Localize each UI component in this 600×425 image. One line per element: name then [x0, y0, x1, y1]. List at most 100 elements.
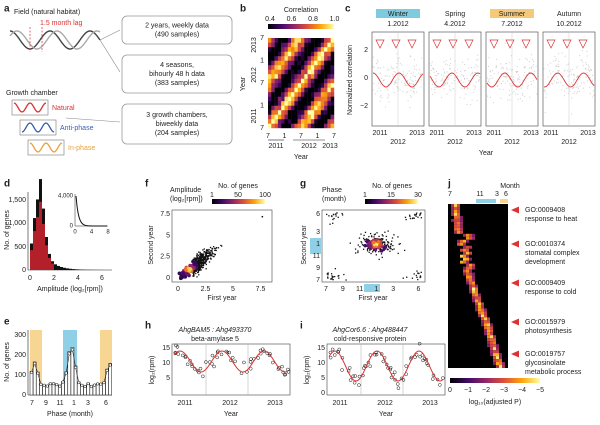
label: 200: [14, 352, 26, 359]
point: [230, 355, 235, 360]
point: [495, 65, 497, 67]
point: [586, 55, 588, 57]
point: [199, 260, 201, 262]
point: [404, 83, 406, 85]
point: [521, 92, 523, 94]
point: [572, 87, 574, 89]
heatmap-cell: [307, 123, 312, 129]
heatmap-cell: [294, 87, 298, 93]
heatmap-cell: [287, 78, 292, 84]
heatmap-cell: [284, 51, 288, 57]
point: [491, 77, 493, 79]
point: [408, 82, 411, 84]
point: [340, 368, 344, 372]
point: [530, 80, 532, 83]
point: [487, 80, 489, 82]
point: [522, 46, 524, 49]
heatmap-cell: [287, 56, 292, 61]
label: response to heat: [525, 216, 577, 223]
point: [205, 251, 208, 253]
point: [385, 239, 388, 241]
heatmap-cell: [484, 323, 487, 327]
heatmap-cell: [310, 47, 315, 52]
heatmap-cell: [287, 51, 292, 57]
point: [544, 111, 546, 114]
heatmap-cell: [324, 69, 328, 75]
point: [543, 90, 545, 92]
heatmap-cell: [294, 92, 298, 97]
label: 2012: [561, 139, 577, 146]
point: [580, 82, 582, 84]
heatmap-cell: [324, 87, 328, 93]
point: [369, 249, 371, 251]
point: [449, 58, 452, 60]
heatmap-cell: [310, 65, 315, 70]
point: [476, 100, 478, 102]
point: [353, 374, 357, 378]
heatmap-cell: [457, 227, 460, 231]
heatmap-cell: [487, 338, 490, 342]
point: [387, 89, 389, 91]
point: [387, 83, 389, 86]
heatmap-cell: [301, 51, 305, 57]
point: [196, 256, 198, 258]
point: [558, 66, 560, 68]
heatmap-cell: [463, 269, 466, 273]
heatmap-cell: [320, 114, 325, 120]
point: [384, 75, 386, 77]
heatmap-cell: [284, 110, 288, 115]
curve: [75, 195, 108, 227]
point: [411, 277, 414, 279]
heatmap-cell: [478, 305, 481, 309]
density: [179, 276, 183, 280]
point: [392, 67, 395, 70]
panel-label: g: [300, 179, 306, 190]
label: AhgCor6.6 : Ahg488447: [332, 327, 409, 334]
point: [464, 70, 466, 72]
heatmap-cell: [457, 206, 460, 210]
heatmap-cell: [274, 123, 279, 129]
label: 2012: [504, 139, 520, 146]
heatmap-cell: [314, 92, 318, 97]
point: [365, 238, 368, 240]
point: [52, 382, 56, 386]
point: [476, 59, 478, 61]
heatmap-cell: [304, 87, 308, 93]
density: [186, 272, 190, 277]
point: [413, 58, 416, 61]
heatmap-cell: [274, 69, 279, 75]
heatmap-cell: [281, 101, 285, 106]
point: [495, 58, 498, 60]
heatmap-cell: [268, 47, 272, 52]
heatmap-cell: [324, 38, 328, 43]
heatmap-cell: [268, 38, 272, 43]
heatmap-cell: [268, 105, 272, 111]
point: [431, 88, 433, 90]
heatmap-cell: [271, 38, 275, 43]
point: [433, 71, 435, 73]
heatmap-cell: [481, 323, 484, 327]
point: [415, 213, 417, 216]
heatmap-cell: [274, 51, 279, 57]
season-band: [490, 9, 534, 18]
density: [376, 240, 381, 244]
colorbar: [365, 199, 418, 204]
point: [327, 277, 329, 279]
heatmap-cell: [271, 105, 275, 111]
point: [204, 255, 206, 258]
heatmap-cell: [291, 114, 295, 120]
point: [555, 65, 557, 67]
point: [67, 352, 71, 356]
heatmap-cell: [487, 341, 490, 345]
point: [207, 257, 209, 259]
point: [505, 76, 507, 78]
point: [488, 81, 491, 83]
heatmap-cell: [484, 314, 487, 318]
point: [505, 76, 507, 78]
label: Year: [224, 411, 239, 418]
bar: [42, 223, 45, 270]
heatmap-cell: [475, 287, 478, 291]
heatmap-cell: [301, 114, 305, 120]
heatmap-cell: [469, 263, 472, 267]
label: 2012: [251, 67, 258, 83]
